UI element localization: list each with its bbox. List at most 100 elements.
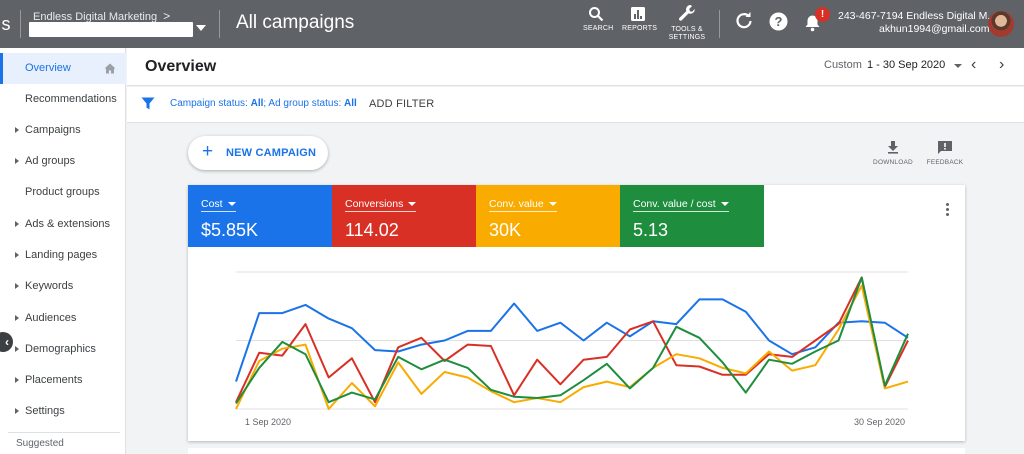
tools-settings-label-1: TOOLS & xyxy=(671,26,703,33)
next-card-edge xyxy=(188,448,965,454)
metric-name: Conv. value / cost xyxy=(633,198,716,210)
plus-icon: + xyxy=(202,141,214,162)
sidebar-item-label: Product groups xyxy=(25,186,100,198)
performance-chart-card: Cost $5.85K Conversions 114.02 Conv. val… xyxy=(188,185,965,441)
account-name-label: Endless Digital Marketing xyxy=(33,11,158,23)
top-bar: s Endless Digital Marketing > All campaig… xyxy=(0,0,1024,48)
metric-tile-conv-value-cost[interactable]: Conv. value / cost 5.13 xyxy=(620,185,764,247)
sidebar-item-ads-extensions[interactable]: Ads & extensions xyxy=(0,209,126,240)
feedback-button[interactable]: FEEDBACK xyxy=(926,140,964,166)
metric-selector[interactable]: Cost xyxy=(201,198,236,212)
date-dropdown-caret-icon[interactable] xyxy=(954,64,962,68)
sidebar-item-label: Keywords xyxy=(25,280,74,292)
expand-arrow-icon xyxy=(15,346,19,352)
tools-settings-button[interactable]: TOOLS & SETTINGS xyxy=(668,3,706,42)
sidebar-item-overview[interactable]: Overview xyxy=(0,53,126,84)
refresh-icon[interactable] xyxy=(735,12,753,30)
product-logo[interactable]: s xyxy=(1,14,11,34)
metric-selector[interactable]: Conv. value xyxy=(489,198,557,212)
collapse-sidebar-button[interactable]: ‹ xyxy=(0,332,13,352)
new-campaign-label: NEW CAMPAIGN xyxy=(226,147,317,159)
metric-name: Conv. value xyxy=(489,198,544,210)
download-label: DOWNLOAD xyxy=(873,159,913,166)
metric-value: $5.85K xyxy=(201,220,259,240)
filter-icon[interactable] xyxy=(141,97,155,110)
add-filter-button[interactable]: ADD FILTER xyxy=(369,98,435,110)
filter-bar: Campaign status: All; Ad group status: A… xyxy=(127,87,1024,123)
sidebar-item-label: Settings xyxy=(25,405,65,417)
divider xyxy=(719,10,720,38)
sidebar-item-settings[interactable]: Settings xyxy=(0,396,126,427)
download-button[interactable]: DOWNLOAD xyxy=(872,140,914,166)
sidebar-item-keywords[interactable]: Keywords xyxy=(0,271,126,302)
expand-arrow-icon xyxy=(15,127,19,133)
search-tool-label: SEARCH xyxy=(583,25,614,32)
expand-arrow-icon xyxy=(15,377,19,383)
series-line-conv-value[interactable] xyxy=(235,284,909,410)
avatar[interactable] xyxy=(988,11,1014,37)
user-email[interactable]: akhun1994@gmail.com xyxy=(879,23,990,35)
sidebar-item-ad-groups[interactable]: Ad groups xyxy=(0,146,126,177)
metric-tile-conv-value[interactable]: Conv. value 30K xyxy=(476,185,620,247)
date-range-selector[interactable]: 1 - 30 Sep 2020 xyxy=(867,59,946,71)
sidebar-item-landing-pages[interactable]: Landing pages xyxy=(0,240,126,271)
user-account-name[interactable]: 243-467-7194 Endless Digital M... xyxy=(838,10,997,22)
account-dropdown-caret-icon[interactable] xyxy=(196,25,206,31)
account-chevron-icon: > xyxy=(163,9,171,23)
overview-header: Overview Custom 1 - 30 Sep 2020 ‹ › xyxy=(127,48,1024,86)
expand-arrow-icon xyxy=(15,252,19,258)
more-options-icon[interactable] xyxy=(946,203,950,218)
sidebar-item-label: Ad groups xyxy=(25,155,76,167)
sidebar-item-label: Placements xyxy=(25,374,83,386)
series-line-conv-value-cost[interactable] xyxy=(235,276,909,405)
reports-tool-label: REPORTS xyxy=(622,25,658,32)
sidebar-item-recommendations[interactable]: Recommendations xyxy=(0,84,126,115)
expand-arrow-icon xyxy=(15,158,19,164)
dropdown-caret-icon xyxy=(548,202,557,206)
previous-period-button[interactable]: ‹ xyxy=(971,56,977,73)
dropdown-caret-icon xyxy=(227,202,236,206)
metric-name: Conversions xyxy=(345,198,404,210)
divider xyxy=(20,10,21,38)
section-title: Overview xyxy=(145,58,217,75)
sidebar-item-demographics[interactable]: Demographics xyxy=(0,334,126,365)
metric-value: 114.02 xyxy=(345,220,399,240)
reports-tool-button[interactable]: REPORTS xyxy=(622,6,658,33)
sidebar-item-placements[interactable]: Placements xyxy=(0,365,126,396)
search-tool-button[interactable]: SEARCH xyxy=(583,6,613,33)
expand-arrow-icon xyxy=(15,283,19,289)
sidebar-item-label: Landing pages xyxy=(25,249,98,261)
sidebar-item-product-groups[interactable]: Product groups xyxy=(0,177,126,208)
sidebar-item-label: Audiences xyxy=(25,312,77,324)
svg-text:?: ? xyxy=(775,14,783,29)
account-selector[interactable] xyxy=(29,22,193,37)
x-axis-start-label: 1 Sep 2020 xyxy=(245,417,292,427)
active-filter-summary[interactable]: Campaign status: All; Ad group status: A… xyxy=(170,98,357,109)
metric-tile-conversions[interactable]: Conversions 114.02 xyxy=(332,185,476,247)
divider xyxy=(219,10,220,38)
divider xyxy=(8,432,120,433)
x-axis-end-label: 30 Sep 2020 xyxy=(854,417,906,427)
campaign-status-value: All xyxy=(250,98,264,109)
metric-tile-cost[interactable]: Cost $5.85K xyxy=(188,185,332,247)
page-title: All campaigns xyxy=(236,12,355,33)
adgroup-status-value: All xyxy=(344,98,357,109)
new-campaign-button[interactable]: + NEW CAMPAIGN xyxy=(188,136,328,170)
sidebar-item-campaigns[interactable]: Campaigns xyxy=(0,115,126,146)
metric-selector[interactable]: Conv. value / cost xyxy=(633,198,729,212)
line-chart xyxy=(235,271,909,410)
metric-name: Cost xyxy=(201,198,223,210)
expand-arrow-icon xyxy=(15,315,19,321)
notification-badge[interactable]: ! xyxy=(815,7,830,22)
search-icon xyxy=(589,7,604,22)
help-icon[interactable]: ? xyxy=(769,12,788,31)
sidebar-item-audiences[interactable]: Audiences xyxy=(0,303,126,334)
metric-value: 5.13 xyxy=(633,220,669,240)
account-name[interactable]: Endless Digital Marketing > xyxy=(33,9,170,23)
metric-selector[interactable]: Conversions xyxy=(345,198,417,212)
sidebar-item-label: Demographics xyxy=(25,343,96,355)
feedback-icon xyxy=(938,141,952,154)
download-icon xyxy=(888,141,898,154)
series-line-conversions[interactable] xyxy=(235,276,909,404)
next-period-button[interactable]: › xyxy=(999,56,1005,73)
